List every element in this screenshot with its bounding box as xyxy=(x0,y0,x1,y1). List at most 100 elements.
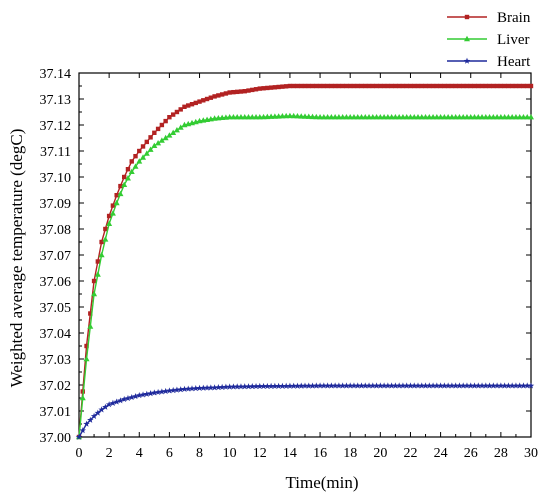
y-tick-label: 37.01 xyxy=(40,405,72,420)
data-point-heart xyxy=(358,382,365,389)
data-point-heart xyxy=(331,382,339,389)
data-point-liver xyxy=(290,112,297,119)
data-point-liver xyxy=(463,114,470,120)
data-point-heart xyxy=(173,386,181,393)
data-point-brain xyxy=(438,83,443,89)
data-point-brain xyxy=(201,98,206,103)
data-point-brain xyxy=(355,83,360,89)
data-point-brain xyxy=(419,83,424,89)
data-point-brain xyxy=(453,83,458,89)
data-point-brain xyxy=(325,83,330,89)
data-point-brain xyxy=(253,87,259,92)
data-point-heart xyxy=(459,382,467,389)
y-axis-title: Weighted average temperature (degC) xyxy=(7,129,26,388)
data-point-liver xyxy=(388,114,395,120)
data-point-brain xyxy=(491,83,496,89)
data-point-liver xyxy=(79,394,86,401)
data-point-heart xyxy=(328,382,335,389)
x-tick-label: 12 xyxy=(253,446,267,461)
data-point-brain xyxy=(370,83,375,89)
data-point-brain xyxy=(509,83,515,89)
data-point-brain xyxy=(525,83,530,89)
data-point-brain xyxy=(378,83,383,89)
data-point-brain xyxy=(340,83,345,89)
data-point-brain xyxy=(99,239,104,245)
data-point-heart xyxy=(399,382,407,389)
data-point-heart xyxy=(418,382,425,389)
data-point-brain xyxy=(393,83,398,89)
data-point-brain xyxy=(216,93,221,98)
data-point-brain xyxy=(178,107,183,112)
x-tick-label: 22 xyxy=(403,446,417,461)
data-point-liver xyxy=(302,113,308,119)
data-point-brain xyxy=(204,96,210,102)
data-point-liver xyxy=(234,114,241,120)
data-point-liver xyxy=(128,168,135,174)
data-point-heart xyxy=(407,382,414,389)
data-point-brain xyxy=(415,83,421,89)
data-point-brain xyxy=(521,83,526,89)
data-point-heart xyxy=(414,382,422,389)
data-point-liver xyxy=(528,114,534,120)
data-point-heart xyxy=(87,416,94,423)
data-point-liver xyxy=(381,114,388,120)
data-point-liver xyxy=(98,251,105,258)
x-tick-label: 16 xyxy=(313,446,327,461)
data-point-heart xyxy=(384,382,392,389)
data-point-heart xyxy=(395,382,403,389)
data-point-brain xyxy=(498,83,504,89)
data-point-heart xyxy=(520,382,527,389)
y-tick-label: 37.00 xyxy=(40,431,72,446)
x-tick-label: 14 xyxy=(283,446,297,461)
data-point-heart xyxy=(147,390,154,397)
data-point-brain xyxy=(197,99,202,104)
data-point-liver xyxy=(524,114,531,120)
data-point-brain xyxy=(389,83,394,89)
data-point-heart xyxy=(113,398,120,405)
data-point-heart xyxy=(290,382,297,389)
data-point-heart xyxy=(369,382,377,389)
data-point-liver xyxy=(320,114,327,120)
data-point-brain xyxy=(91,278,97,284)
data-point-liver xyxy=(140,154,147,160)
data-point-heart xyxy=(527,382,535,389)
data-point-heart xyxy=(109,399,117,406)
data-point-heart xyxy=(207,384,215,391)
series-line-liver xyxy=(78,115,531,438)
data-point-heart xyxy=(343,382,350,389)
data-point-brain xyxy=(125,167,131,172)
data-point-liver xyxy=(403,114,410,120)
data-point-liver xyxy=(411,114,418,120)
data-point-liver xyxy=(121,181,128,187)
data-point-liver xyxy=(437,114,444,120)
data-point-heart xyxy=(139,391,147,398)
data-point-brain xyxy=(434,83,440,89)
data-point-heart xyxy=(75,433,83,440)
data-point-brain xyxy=(174,109,180,115)
data-point-brain xyxy=(291,83,296,89)
data-point-liver xyxy=(479,114,486,120)
y-tick-label: 37.05 xyxy=(40,301,72,316)
data-point-brain xyxy=(129,159,134,164)
data-point-brain xyxy=(427,83,432,89)
data-point-brain xyxy=(476,83,481,89)
data-point-heart xyxy=(294,382,301,389)
data-point-liver xyxy=(294,113,301,119)
data-point-liver xyxy=(147,146,154,152)
data-point-brain xyxy=(363,83,368,89)
data-point-brain xyxy=(517,83,522,89)
data-point-liver xyxy=(317,114,324,120)
data-point-liver xyxy=(350,114,357,120)
data-point-heart xyxy=(441,382,448,389)
data-point-heart xyxy=(471,382,478,389)
data-point-brain xyxy=(381,83,387,89)
x-tick-label: 26 xyxy=(464,446,478,461)
data-point-liver xyxy=(298,113,305,119)
y-tick-label: 37.14 xyxy=(40,67,72,82)
data-point-brain xyxy=(457,83,462,89)
data-point-heart xyxy=(267,382,275,389)
x-tick-label: 28 xyxy=(494,446,508,461)
data-point-heart xyxy=(151,389,158,396)
data-point-brain xyxy=(268,85,274,90)
data-point-heart xyxy=(373,382,380,389)
